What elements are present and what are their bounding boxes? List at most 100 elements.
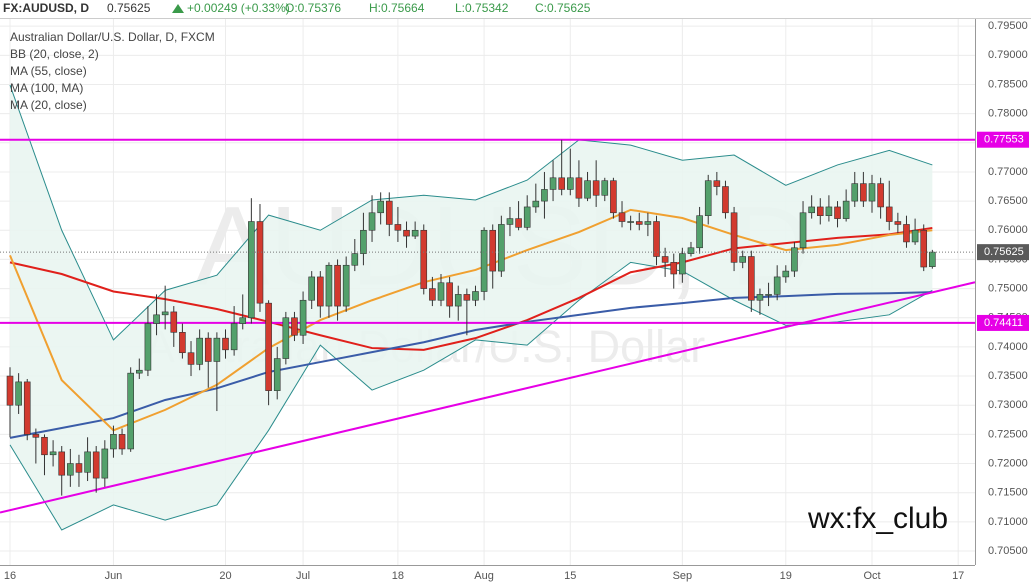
last-price-label: 0.75625 [984, 246, 1024, 258]
candle-body [687, 247, 695, 254]
candle-body [446, 282, 453, 307]
candle-body [84, 451, 91, 473]
candle-body [773, 276, 781, 295]
candle-body [127, 372, 134, 450]
x-tick-label: 16 [4, 570, 16, 582]
plot-layer [0, 18, 976, 565]
candle-body [248, 221, 255, 319]
y-tick-label: 0.73500 [988, 370, 1028, 382]
candle-body [437, 282, 445, 301]
candle-body [317, 276, 324, 307]
candle-body [49, 451, 57, 456]
candle-body [101, 448, 109, 479]
candle-body [549, 177, 557, 190]
candle-body [592, 180, 600, 196]
y-tick-label: 0.71000 [988, 516, 1028, 528]
candle-body [368, 212, 376, 231]
candle-body [144, 323, 152, 371]
candle-body [532, 200, 540, 208]
candle-body [739, 256, 747, 263]
candle-body [860, 183, 867, 202]
candle-body [15, 381, 22, 406]
low: L:0.75342 [455, 1, 509, 15]
candle-body [498, 224, 505, 272]
candle-body [722, 186, 729, 214]
candle-body [480, 229, 488, 292]
candle-body [903, 224, 910, 243]
candle-body [627, 221, 634, 223]
y-tick-label: 0.79500 [988, 20, 1028, 32]
candle-body [635, 221, 643, 225]
candle-body [32, 434, 40, 438]
candle-body [454, 294, 462, 307]
y-tick-label: 0.76000 [988, 224, 1028, 236]
candle-body [653, 221, 660, 257]
x-tick-label: 19 [780, 570, 792, 582]
candle-body [618, 212, 626, 222]
x-tick-label: 17 [952, 570, 964, 582]
y-tick-label: 0.79000 [988, 49, 1028, 61]
candle-body [67, 463, 74, 476]
x-tick-label: Jul [296, 570, 310, 582]
candle-body [610, 180, 617, 214]
candle-body [679, 253, 686, 275]
candle-body [420, 229, 428, 289]
candle-body [713, 180, 721, 187]
candle-body [929, 251, 936, 267]
x-tick-label: 15 [564, 570, 576, 582]
candle-body [23, 381, 31, 435]
candle-body [187, 352, 195, 365]
candle-body [41, 436, 48, 456]
x-tick-label: Sep [673, 570, 693, 582]
candle-body [196, 337, 203, 365]
legend-entry: MA (100, MA) [10, 81, 83, 95]
symbol: FX:AUDUSD, D [3, 1, 89, 15]
x-tick-label: Aug [474, 570, 494, 582]
candle-body [825, 206, 833, 216]
y-tick-label: 0.76500 [988, 195, 1028, 207]
candle-body [161, 311, 169, 316]
candle-body [834, 206, 841, 219]
candle-body [256, 221, 264, 304]
candle-body [756, 294, 764, 301]
level-label-box [977, 131, 1029, 148]
candle-body [851, 183, 859, 202]
x-tick-label: 20 [219, 570, 231, 582]
y-tick-label: 0.71500 [988, 487, 1028, 499]
candle-body [765, 294, 772, 296]
candle-body [748, 256, 755, 301]
candle-body [696, 215, 703, 249]
legend-entry: MA (20, close) [10, 98, 87, 112]
candle-body [222, 337, 229, 351]
candle-body [403, 229, 410, 237]
candle-body [273, 358, 281, 391]
x-tick-label: Jun [105, 570, 123, 582]
candle-body [911, 229, 919, 243]
candle-body [265, 302, 272, 391]
candle-body [730, 212, 738, 263]
y-tick-label: 0.74000 [988, 341, 1028, 353]
y-tick-label: 0.72500 [988, 428, 1028, 440]
candle-body [377, 200, 384, 214]
legend-entry: MA (55, close) [10, 64, 87, 78]
candle-body [299, 299, 307, 336]
candle-body [506, 218, 514, 225]
candle-body [868, 183, 876, 202]
candle-body [351, 253, 359, 266]
candle-body [170, 311, 178, 333]
candle-body [385, 200, 393, 225]
y-tick-label: 0.73000 [988, 399, 1028, 411]
y-tick-label: 0.75000 [988, 282, 1028, 294]
candle-body [394, 224, 402, 231]
candle-body [661, 256, 669, 263]
candle-body [558, 177, 565, 190]
last-price: 0.75625 [107, 1, 151, 15]
candle-body [230, 323, 238, 351]
candle-body [6, 375, 14, 406]
ma-line [9, 208, 933, 432]
candle-body [342, 264, 350, 307]
candle-body [894, 221, 902, 225]
band-line [9, 261, 933, 531]
open: O:0.75376 [285, 1, 341, 15]
